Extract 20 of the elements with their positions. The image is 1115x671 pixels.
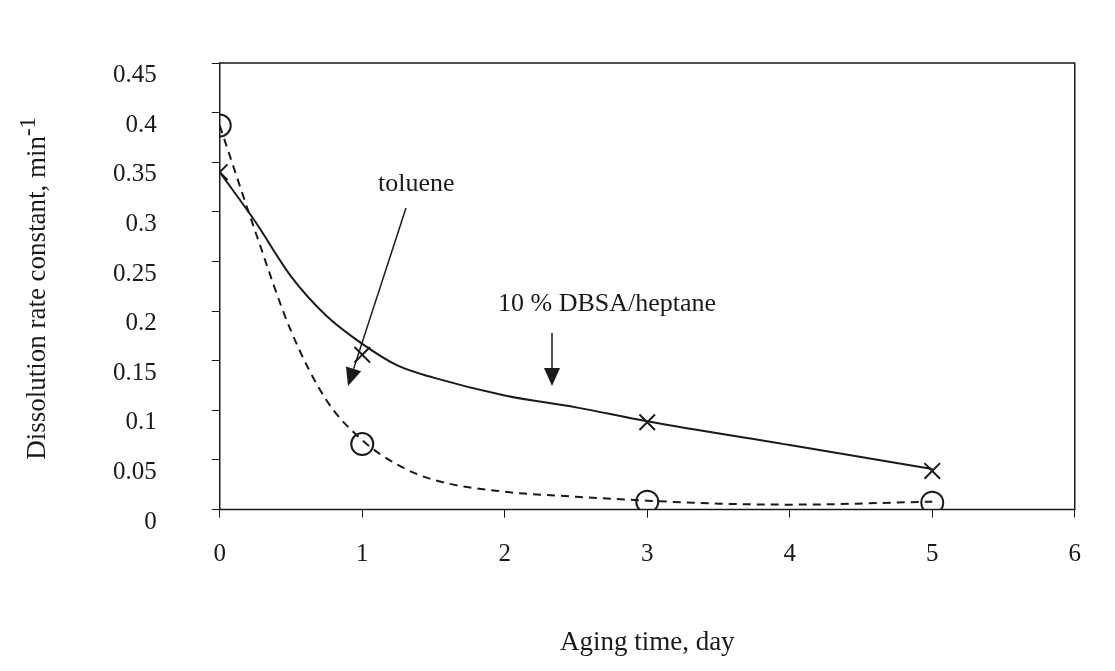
x-tick-label: 5 (926, 539, 939, 567)
x-tick-label: 0 (213, 539, 226, 567)
x-axis-title: Aging time, day (559, 625, 736, 656)
y-tick-label: 0.25 (113, 258, 157, 286)
y-tick-label: 0.05 (113, 457, 157, 485)
y-tick-label: 0.1 (125, 407, 157, 435)
annotation: toluene (378, 168, 455, 197)
y-tick-label: 0.3 (125, 208, 157, 236)
y-tick-label: 0.2 (125, 308, 157, 336)
x-tick-label: 1 (356, 539, 369, 567)
y-tick-label: 0.15 (113, 357, 157, 385)
x-tick-label: 2 (498, 539, 511, 567)
y-tick-label: 0.45 (113, 60, 157, 88)
x-tick-label: 4 (783, 539, 797, 567)
x-tick-label: 6 (1068, 539, 1081, 567)
x-tick-label: 3 (641, 539, 654, 567)
y-tick-label: 0.4 (125, 109, 158, 137)
y-tick-label: 0.35 (113, 159, 157, 187)
y-tick-label: 0 (144, 506, 157, 534)
annotation: 10 % DBSA/heptane (498, 288, 717, 317)
